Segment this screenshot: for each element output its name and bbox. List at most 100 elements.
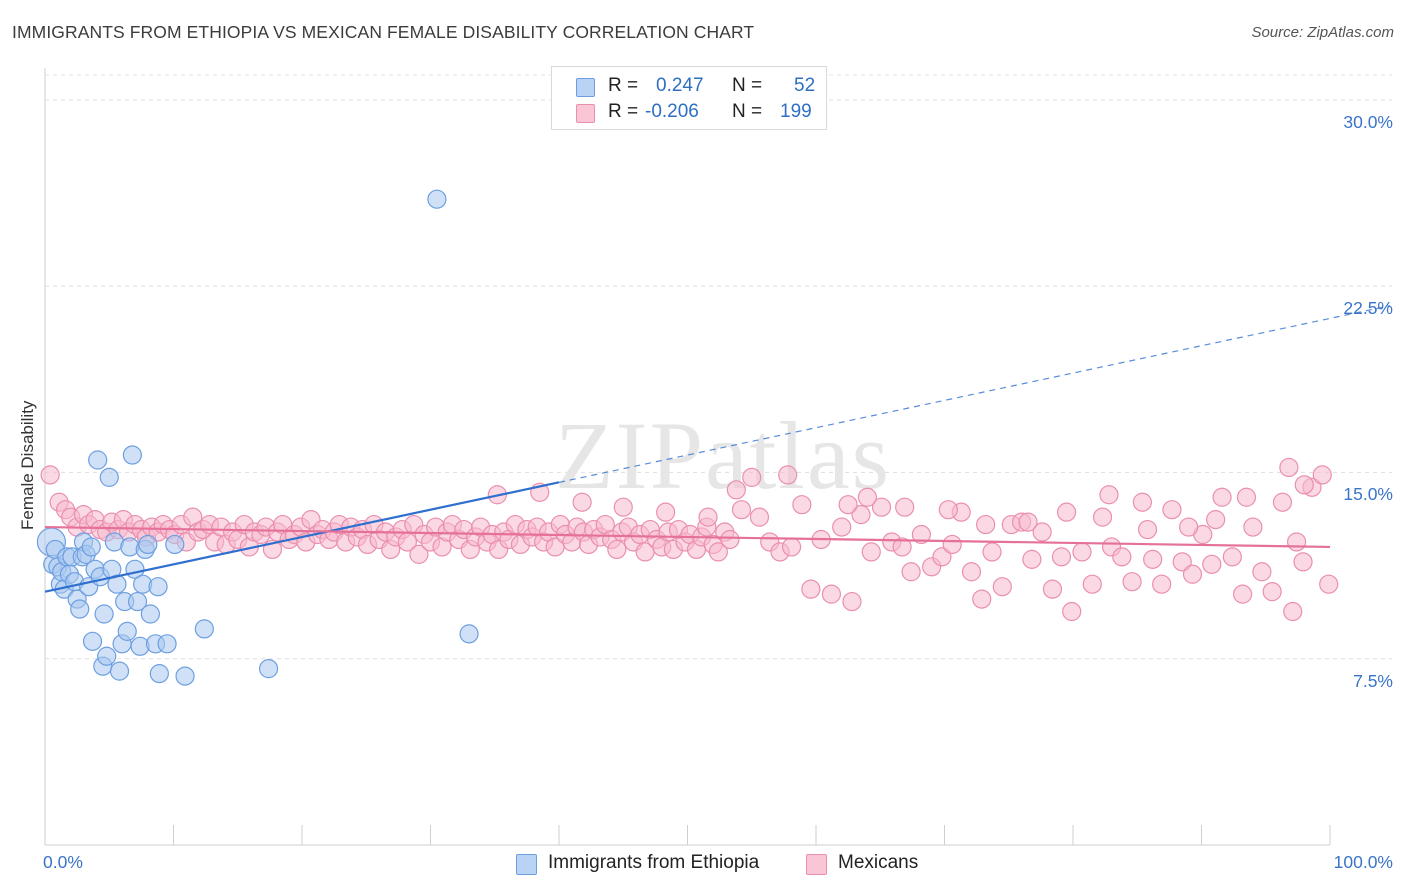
ethiopia-legend-swatch [516, 854, 537, 875]
mexicans-point [1312, 465, 1332, 485]
legend-label-mexicans: Mexicans [838, 852, 919, 873]
ethiopia-point [97, 646, 117, 666]
mexicans-point [749, 507, 770, 527]
mexicans-point [1279, 457, 1299, 478]
mexicans-point [1283, 601, 1303, 622]
mexicans-point [961, 562, 982, 582]
mexicans-point [911, 524, 931, 545]
mexicans-point [1137, 519, 1158, 540]
mexicans-point [1236, 487, 1257, 507]
mexicans-point [982, 542, 1002, 562]
mexicans-point [942, 534, 962, 555]
mexicans-point [1042, 579, 1063, 599]
watermark: ZIPatlas [555, 402, 891, 509]
mexicans-point [901, 562, 921, 582]
mexicans-point [1206, 510, 1226, 530]
ethiopia-point [82, 631, 103, 651]
mexicans-point [1143, 549, 1163, 569]
ethiopia-point [81, 537, 101, 557]
ethiopia-point [127, 591, 148, 612]
ethiopia-point [165, 534, 185, 555]
legend-label-ethiopia: Immigrants from Ethiopia [548, 852, 760, 873]
mexicans-point [1293, 552, 1313, 572]
ethiopia-point [138, 534, 158, 555]
mexicans-point [792, 495, 812, 515]
n-value: 52 [794, 75, 816, 96]
mexicans-point [1032, 522, 1052, 542]
y-tick-label: 30.0% [1343, 111, 1393, 132]
r-label: R = [608, 75, 639, 96]
mexicans-point [1022, 549, 1042, 569]
x-tick-label: 0.0% [43, 852, 83, 872]
mexicans-point [1243, 517, 1263, 537]
chart-source: Source: ZipAtlas.com [1251, 24, 1394, 41]
ethiopia-point [94, 604, 114, 624]
mexicans-point [1051, 547, 1072, 567]
mexicans-point [1152, 574, 1172, 594]
mexicans-point [861, 542, 881, 562]
ethiopia-trend-line [44, 481, 560, 593]
mexicans-point [1212, 487, 1232, 507]
ethiopia-point [157, 634, 177, 654]
ethiopia-point [70, 599, 90, 619]
r-label: R = [608, 101, 639, 122]
mexicans-point [992, 577, 1012, 597]
mexicans-point [871, 497, 892, 517]
ethiopia-point [88, 450, 108, 470]
mexicans-point [40, 465, 60, 485]
mexicans-point [1252, 562, 1272, 582]
mexicans-point [851, 505, 871, 525]
mexicans-legend-swatch [806, 854, 827, 875]
mexicans-point [1294, 475, 1314, 495]
ethiopia-point [149, 664, 169, 684]
n-label: N = [732, 75, 763, 96]
r-value: -0.206 [645, 101, 699, 122]
mexicans-point [842, 591, 862, 612]
mexicans-point [613, 497, 633, 517]
mexicans-point [708, 542, 728, 562]
ethiopia-swatch [576, 78, 595, 97]
mexicans-swatch [576, 104, 595, 123]
mexicans-point [1122, 572, 1142, 592]
mexicans-point [1222, 547, 1242, 567]
y-axis-label: Female Disability [18, 400, 37, 530]
n-value: 199 [780, 101, 812, 122]
mexicans-point [1082, 574, 1102, 594]
mexicans-point [857, 487, 878, 507]
mexicans-point [1286, 532, 1307, 552]
mexicans-point [1018, 512, 1038, 532]
n-label: N = [732, 101, 763, 122]
mexicans-point [1132, 492, 1152, 512]
trend-lines [44, 305, 1391, 593]
mexicans-point [895, 497, 915, 517]
y-tick-label: 22.5% [1343, 298, 1393, 319]
ethiopia-point [148, 577, 168, 597]
mexicans-trend-line [44, 525, 1331, 549]
mexicans-point [1179, 517, 1199, 537]
mexicans-point [938, 500, 958, 520]
mexicans-point [1162, 500, 1182, 520]
mexicans-point [742, 467, 762, 487]
mexicans-point [781, 537, 802, 557]
ethiopia-point [140, 604, 160, 624]
mexicans-point [976, 514, 996, 535]
mexicans-point [1202, 554, 1222, 574]
mexicans-point [1262, 582, 1282, 602]
x-tick-label: 100.0% [1333, 852, 1393, 872]
stats-legend: R = 0.247 N = 52 R = -0.206 N = 199 [551, 66, 827, 130]
ethiopia-trend-extension [558, 305, 1391, 483]
mexicans-point [1099, 485, 1119, 505]
ethiopia-point [459, 624, 479, 644]
mexicans-point [1272, 492, 1293, 512]
mexicans-point [1112, 547, 1132, 567]
mexicans-point [838, 495, 858, 515]
ethiopia-point [258, 659, 279, 679]
y-tick-label: 7.5% [1353, 670, 1393, 691]
mexicans-point [1233, 584, 1253, 604]
ethiopia-point [99, 467, 119, 487]
mexicans-point [607, 539, 627, 560]
mexicans-point [932, 547, 952, 567]
ethiopia-point [122, 445, 142, 465]
mexicans-point [972, 589, 992, 609]
mexicans-point [892, 537, 912, 557]
